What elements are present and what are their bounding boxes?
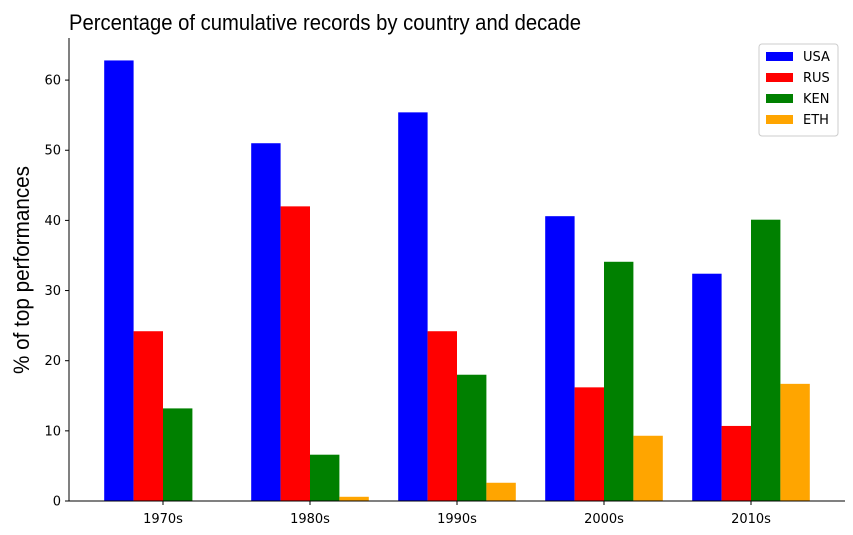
- bar-eth-2010s: [780, 383, 810, 501]
- legend-frame: [758, 43, 839, 137]
- bar-ken-2000s: [604, 261, 634, 501]
- legend-label-rus: RUS: [803, 71, 830, 86]
- legend-label-usa: USA: [803, 50, 830, 65]
- bar-usa-1970s: [104, 60, 134, 501]
- bar-usa-1990s: [398, 112, 428, 502]
- x-tick-label: 1990s: [437, 512, 477, 527]
- bar-ken-1970s: [163, 408, 193, 501]
- legend-label-eth: ETH: [803, 113, 829, 128]
- y-tick-label: 60: [44, 74, 61, 89]
- y-ticks-group: 0 10 20 30 40 50 60: [44, 74, 69, 510]
- legend-swatch-usa: [766, 52, 793, 61]
- y-tick-label: 50: [44, 144, 61, 159]
- bar-ken-1990s: [457, 374, 487, 501]
- bar-rus-2000s: [574, 387, 604, 501]
- x-tick-label: 2010s: [731, 512, 771, 527]
- legend: USA RUS KEN ETH: [758, 43, 839, 137]
- legend-label-ken: KEN: [803, 92, 829, 107]
- chart-title: Percentage of cumulative records by coun…: [69, 10, 581, 35]
- bar-eth-1990s: [486, 482, 516, 501]
- y-tick-label: 20: [44, 354, 61, 369]
- bar-usa-2010s: [692, 273, 722, 501]
- bar-eth-1980s: [339, 496, 369, 501]
- legend-swatch-eth: [766, 115, 793, 124]
- bar-rus-1980s: [280, 206, 310, 502]
- bar-usa-2000s: [545, 216, 575, 501]
- bar-usa-1980s: [251, 143, 281, 502]
- bars-group: [104, 60, 810, 502]
- bar-rus-2010s: [721, 425, 751, 501]
- bar-eth-2000s: [633, 435, 663, 501]
- y-axis-label: % of top performances: [9, 166, 34, 374]
- y-tick-label: 30: [44, 284, 61, 299]
- bar-rus-1990s: [427, 331, 457, 501]
- y-tick-label: 0: [53, 495, 61, 510]
- x-ticks-group: 1970s 1980s 1990s 2000s 2010s: [143, 501, 771, 527]
- bar-ken-1980s: [310, 454, 340, 501]
- bar-rus-1970s: [133, 331, 163, 501]
- legend-swatch-rus: [766, 73, 793, 82]
- legend-swatch-ken: [766, 94, 793, 103]
- x-tick-label: 2000s: [584, 512, 624, 527]
- bar-ken-2010s: [751, 219, 781, 501]
- y-tick-label: 10: [44, 424, 61, 439]
- x-tick-label: 1970s: [143, 512, 183, 527]
- x-tick-label: 1980s: [290, 512, 330, 527]
- y-tick-label: 40: [44, 214, 61, 229]
